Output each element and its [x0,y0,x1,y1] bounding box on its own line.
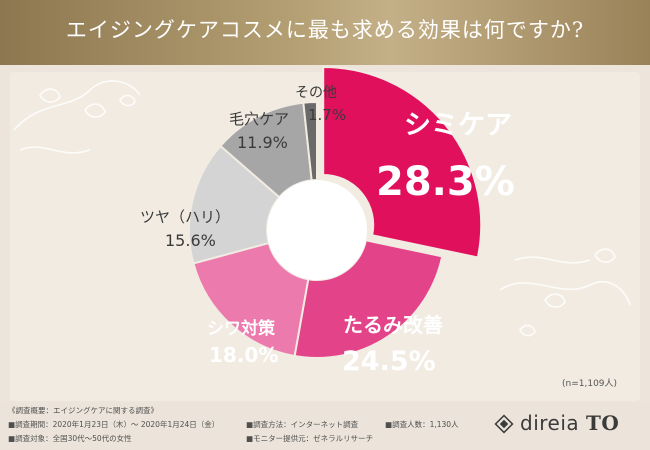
value-keana: 11.9% [237,133,288,152]
survey-method: ■調査方法：インターネット調査 [246,420,359,429]
value-shiwa: 18.0% [209,343,278,367]
floral-ornaments [13,80,631,337]
slice-keana [219,101,313,199]
value-tsuya: 15.6% [165,231,216,250]
slice-shimi [322,65,483,259]
brand-logo-text-light: direia [520,411,580,435]
survey-target: ■調査対象：全国30代〜50代の女性 [8,434,132,443]
slice-label-tsuya: ツヤ（ハリ） 15.6% [140,208,230,250]
survey-overview: 《調査概要：エイジングケアに関する調査》 [8,406,158,415]
slice-label-shimi: シミケア 28.3% [376,110,515,205]
survey-footer [0,403,650,450]
label-tarumi: たるみ改善 [343,313,443,337]
value-shimi: 28.3% [376,159,515,205]
donut-hole [267,180,367,280]
header-banner: エイジングケアコスメに最も求める効果は何ですか? [0,0,650,65]
brand-logo-text-bold: TO [586,411,620,435]
survey-provider: ■モニター提供元：ゼネラルリサーチ [246,434,374,443]
sample-size-note: (n=1,109人) [562,378,617,389]
slice-label-shiwa: シワ対策 18.0% [207,318,278,367]
slice-label-other: その他 1.7% [295,85,346,124]
page-title: エイジングケアコスメに最も求める効果は何ですか? [65,18,585,42]
brand-logo: direia TO [520,411,619,435]
label-shiwa: シワ対策 [207,318,276,339]
survey-period: ■調査期間：2020年1月23日（木）〜 2020年1月24日（金） [8,420,220,429]
value-other: 1.7% [308,106,346,124]
label-shimi: シミケア [404,110,512,141]
brand-logo-icon [494,414,514,434]
slice-label-tarumi: たるみ改善 24.5% [342,313,443,377]
label-other: その他 [295,85,337,101]
survey-respondents: ■調査人数：1,130人 [385,420,459,429]
slice-label-keana: 毛穴ケア 11.9% [229,110,289,152]
label-keana: 毛穴ケア [229,110,289,128]
label-tsuya: ツヤ（ハリ） [140,208,230,226]
value-tarumi: 24.5% [342,346,436,377]
